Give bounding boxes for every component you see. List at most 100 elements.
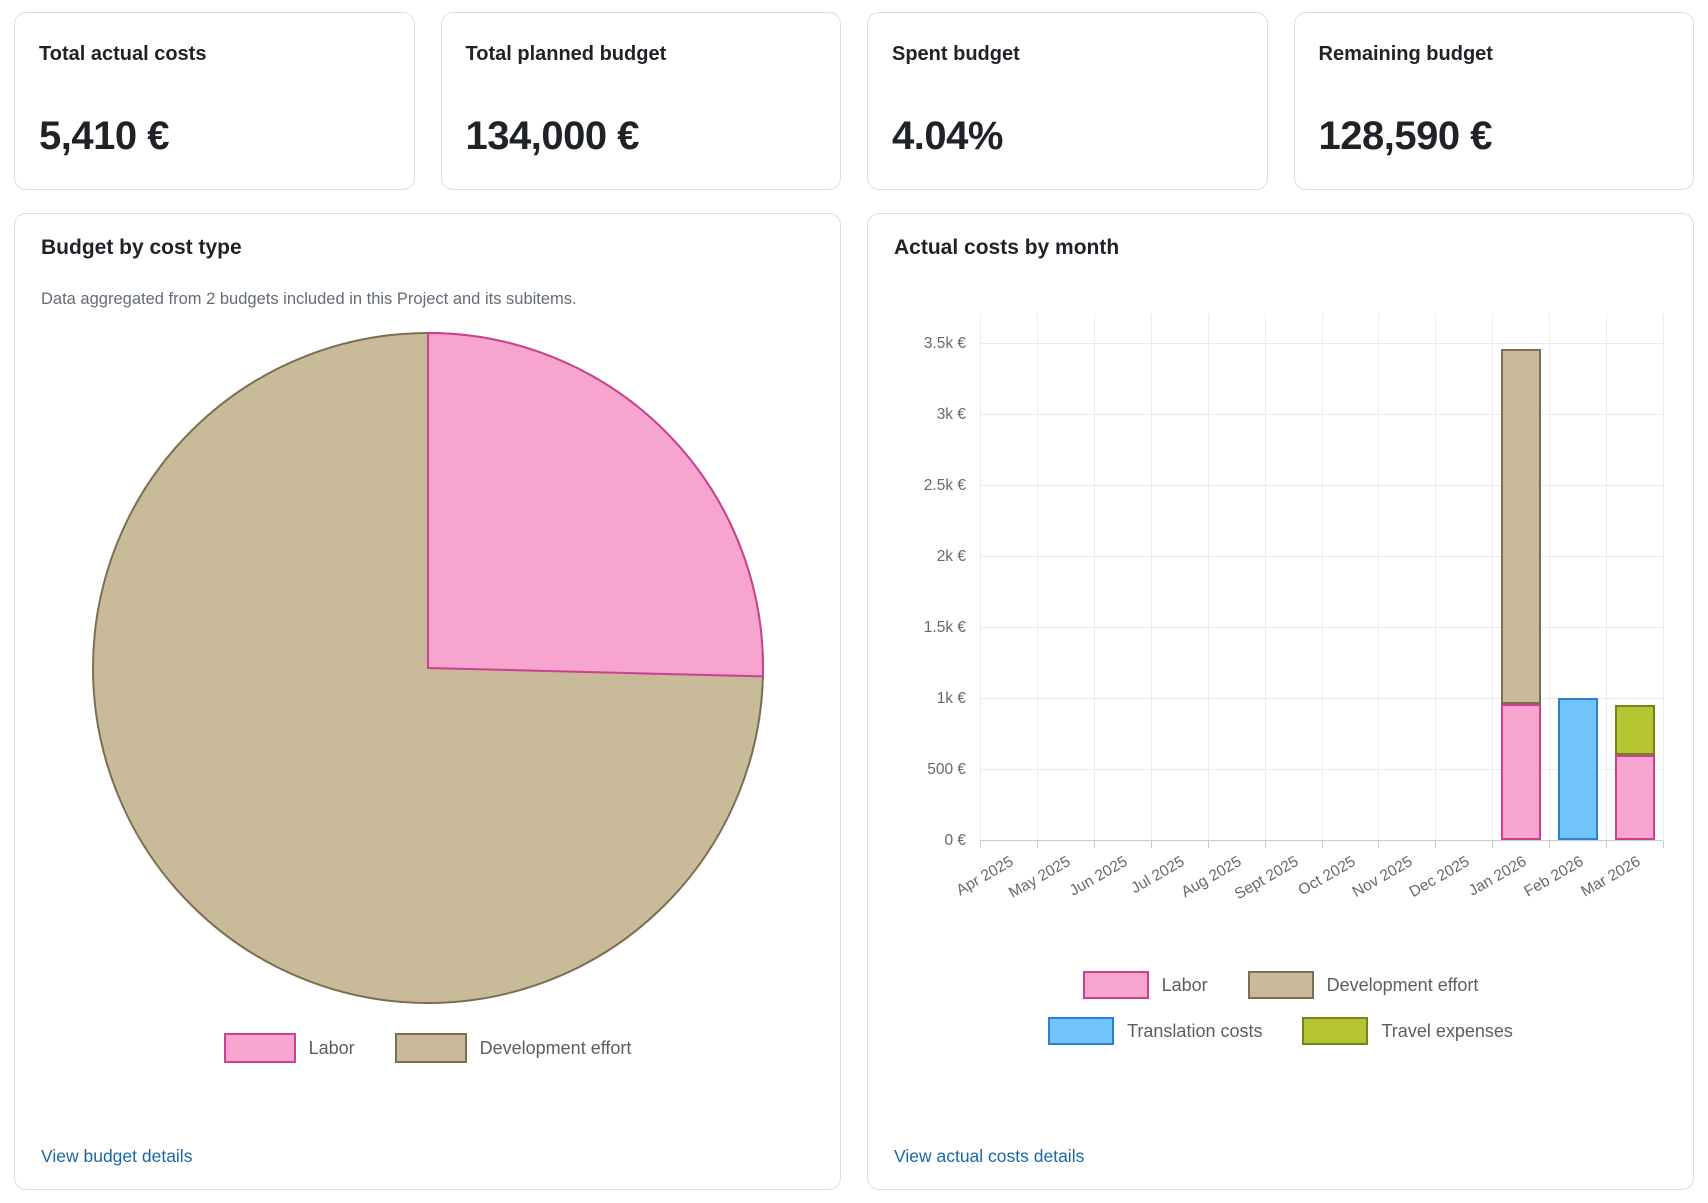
legend-label: Development effort — [1326, 974, 1479, 995]
x-axis-label-oct-2025: Oct 2025 — [1295, 853, 1359, 900]
kpi-value: 5,410 € — [39, 114, 169, 158]
x-axis-label-apr-2025: Apr 2025 — [953, 853, 1017, 900]
bar-segment-labor-mar-2026[interactable] — [1614, 754, 1655, 840]
legend-label: Labor — [1161, 974, 1208, 995]
bar-chart-plot-area: 0 € 500 € 1k € 1.5k € 2k € 2.5k € 3k € 3.5k € — [924, 314, 1664, 849]
bar-stack-jan-2026 — [1500, 348, 1541, 840]
kpi-card-remaining-budget: Remaining budget 128,590 € — [1293, 12, 1694, 190]
gridline-horizontal — [980, 840, 1663, 841]
bar-stack-feb-2026 — [1557, 698, 1598, 840]
legend-label: Development effort — [479, 1037, 632, 1058]
actual-costs-by-month-panel: Actual costs by month 0 € 500 € 1k € 1.5k €… — [867, 213, 1694, 1190]
gridline-horizontal — [980, 556, 1663, 557]
legend-item-translation-costs[interactable]: Translation costs — [1048, 1017, 1262, 1045]
gridline-vertical — [1549, 314, 1551, 841]
travel-expenses-swatch — [1302, 1017, 1369, 1045]
x-axis-tick — [1606, 841, 1608, 848]
gridline-vertical — [1264, 314, 1266, 841]
legend-item-development-effort[interactable]: Development effort — [1247, 971, 1479, 999]
x-axis-tick — [980, 841, 981, 848]
pie-legend: Labor Development effort — [41, 1033, 814, 1063]
x-axis-label-jun-2025: Jun 2025 — [1067, 853, 1131, 900]
legend-item-labor[interactable]: Labor — [1082, 971, 1208, 999]
development-effort-swatch — [394, 1033, 467, 1063]
translation-costs-swatch — [1048, 1017, 1115, 1045]
x-axis-tick — [1207, 841, 1209, 848]
bar-segment-labor-jan-2026[interactable] — [1500, 703, 1541, 840]
labor-swatch — [223, 1033, 296, 1063]
kpi-label: Remaining budget — [1318, 43, 1493, 65]
bar-stack-mar-2026 — [1614, 705, 1655, 840]
legend-item-travel-expenses[interactable]: Travel expenses — [1302, 1017, 1513, 1045]
y-axis-tick-label: 3.5k € — [923, 335, 966, 352]
pie-chart-wrap — [41, 331, 814, 1005]
gridline-horizontal — [980, 485, 1663, 486]
gridline-vertical — [1663, 314, 1664, 841]
y-axis-tick-label: 2.5k € — [923, 477, 966, 494]
x-axis-tick — [1150, 841, 1152, 848]
charts-row: Budget by cost type Data aggregated from… — [14, 213, 1694, 1190]
gridline-vertical — [1207, 314, 1209, 841]
bar-segment-translation-costs-feb-2026[interactable] — [1557, 698, 1598, 840]
kpi-value: 4.04% — [892, 114, 1003, 158]
kpi-card-spent-budget: Spent budget 4.04% — [867, 12, 1268, 190]
gridline-horizontal — [980, 769, 1663, 770]
x-axis-tick — [1036, 841, 1038, 848]
x-axis-labels: Apr 2025 May 2025 Jun 2025 Jul 2025 Aug 2025… — [954, 841, 1663, 937]
legend-label: Travel expenses — [1381, 1020, 1513, 1041]
legend-row: Translation costs Travel expenses — [1048, 1017, 1513, 1045]
x-axis-label-sept-2025: Sept 2025 — [1231, 853, 1302, 904]
x-axis-label-jan-2026: Jan 2026 — [1465, 853, 1530, 900]
x-axis-tick — [1492, 841, 1494, 848]
gridline-vertical — [1378, 314, 1380, 841]
x-axis-label-may-2025: May 2025 — [1006, 853, 1074, 902]
gridline-vertical — [1150, 314, 1152, 841]
kpi-value: 134,000 € — [465, 114, 640, 158]
actual-costs-bar-chart: 0 € 500 € 1k € 1.5k € 2k € 2.5k € 3k € 3.5k € A… — [924, 314, 1664, 937]
x-axis-label-dec-2025: Dec 2025 — [1406, 853, 1473, 901]
y-axis-tick-label: 0 € — [944, 832, 966, 849]
x-axis-tick — [1663, 841, 1664, 848]
legend-item-labor[interactable]: Labor — [223, 1033, 355, 1063]
gridline-horizontal — [980, 627, 1663, 628]
gridline-vertical — [1606, 314, 1608, 841]
gridline-vertical — [1036, 314, 1038, 841]
legend-row: Labor Development effort — [1082, 971, 1479, 999]
view-actual-costs-details-link[interactable]: View actual costs details — [894, 1146, 1085, 1166]
gridline-vertical — [1093, 314, 1095, 841]
x-axis-tick — [1264, 841, 1266, 848]
y-axis-tick-label: 1.5k € — [923, 619, 966, 636]
view-budget-details-link[interactable]: View budget details — [41, 1146, 193, 1166]
y-axis-tick-label: 2k € — [936, 548, 966, 565]
y-axis-tick-label: 1k € — [936, 690, 966, 707]
kpi-card-total-planned-budget: Total planned budget 134,000 € — [440, 12, 841, 190]
kpi-value: 128,590 € — [1318, 114, 1493, 158]
kpi-label: Total planned budget — [465, 43, 667, 65]
development-effort-swatch — [1247, 971, 1314, 999]
bar-chart-legend: Labor Development effort Translation cos… — [894, 971, 1667, 1045]
bar-segment-development-effort-jan-2026[interactable] — [1500, 348, 1541, 704]
kpi-label: Total actual costs — [39, 43, 207, 65]
y-axis-tick-label: 3k € — [936, 406, 966, 423]
gridline-horizontal — [980, 698, 1663, 699]
x-axis-tick — [1093, 841, 1095, 848]
x-axis-tick — [1549, 841, 1551, 848]
bar-segment-travel-expenses-mar-2026[interactable] — [1614, 705, 1655, 755]
pie-slice-labor[interactable] — [426, 331, 764, 678]
gridline-vertical — [980, 314, 981, 841]
x-axis-tick — [1435, 841, 1437, 848]
legend-item-development-effort[interactable]: Development effort — [394, 1033, 632, 1063]
kpi-card-total-actual-costs: Total actual costs 5,410 € — [14, 12, 415, 190]
kpi-row: Total actual costs 5,410 € Total planned… — [14, 12, 1694, 190]
x-axis-tick — [1378, 841, 1380, 848]
budget-pie-chart — [91, 331, 764, 1004]
gridline-vertical — [1435, 314, 1437, 841]
kpi-label: Spent budget — [892, 43, 1020, 65]
x-axis-label-nov-2025: Nov 2025 — [1349, 853, 1416, 901]
panel-subtitle: Data aggregated from 2 budgets included … — [41, 290, 577, 308]
y-axis-tick-label: 500 € — [927, 761, 966, 778]
legend-label: Translation costs — [1127, 1020, 1263, 1041]
x-axis-label-feb-2026: Feb 2026 — [1520, 853, 1587, 901]
gridline-vertical — [1492, 314, 1494, 841]
